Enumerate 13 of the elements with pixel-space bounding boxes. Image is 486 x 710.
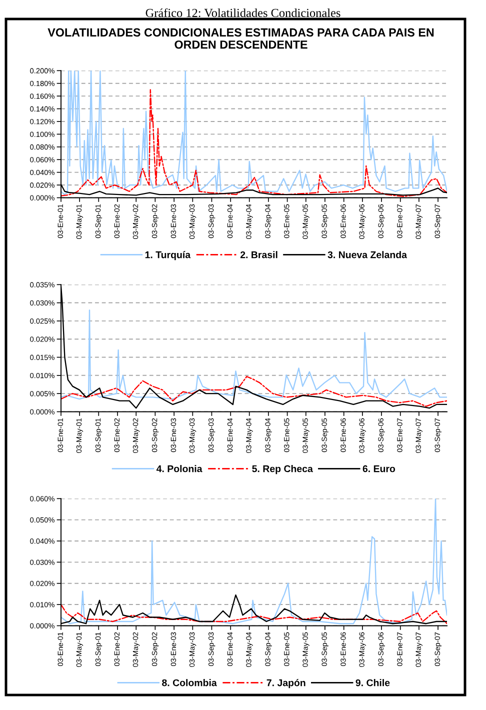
legend-label: 1. Turquía [145,250,191,260]
legend-label: 2. Brasil [240,251,278,258]
legend-label: 5. Rep Checa [252,465,313,474]
line-series [61,309,447,400]
legend-label: 6. Euro [362,465,396,472]
legend-label: 3. Nueva Zelanda [328,251,408,258]
legend-label: 7. Japón [266,678,306,688]
legend-label: 9. Chile [356,679,390,686]
chart-title: Gráfico 12: Volatilidades Condicionales [146,8,340,18]
legend-label: 8. Colombia [162,679,217,686]
line-series [61,376,447,407]
chart-subtitle: VOLATILIDADES CONDICIONALES ESTIMADAS PARA CADA PAIS EN ORDEN DESCENDENTE [48,28,434,49]
legend-label: 4. Polonia [156,465,202,472]
